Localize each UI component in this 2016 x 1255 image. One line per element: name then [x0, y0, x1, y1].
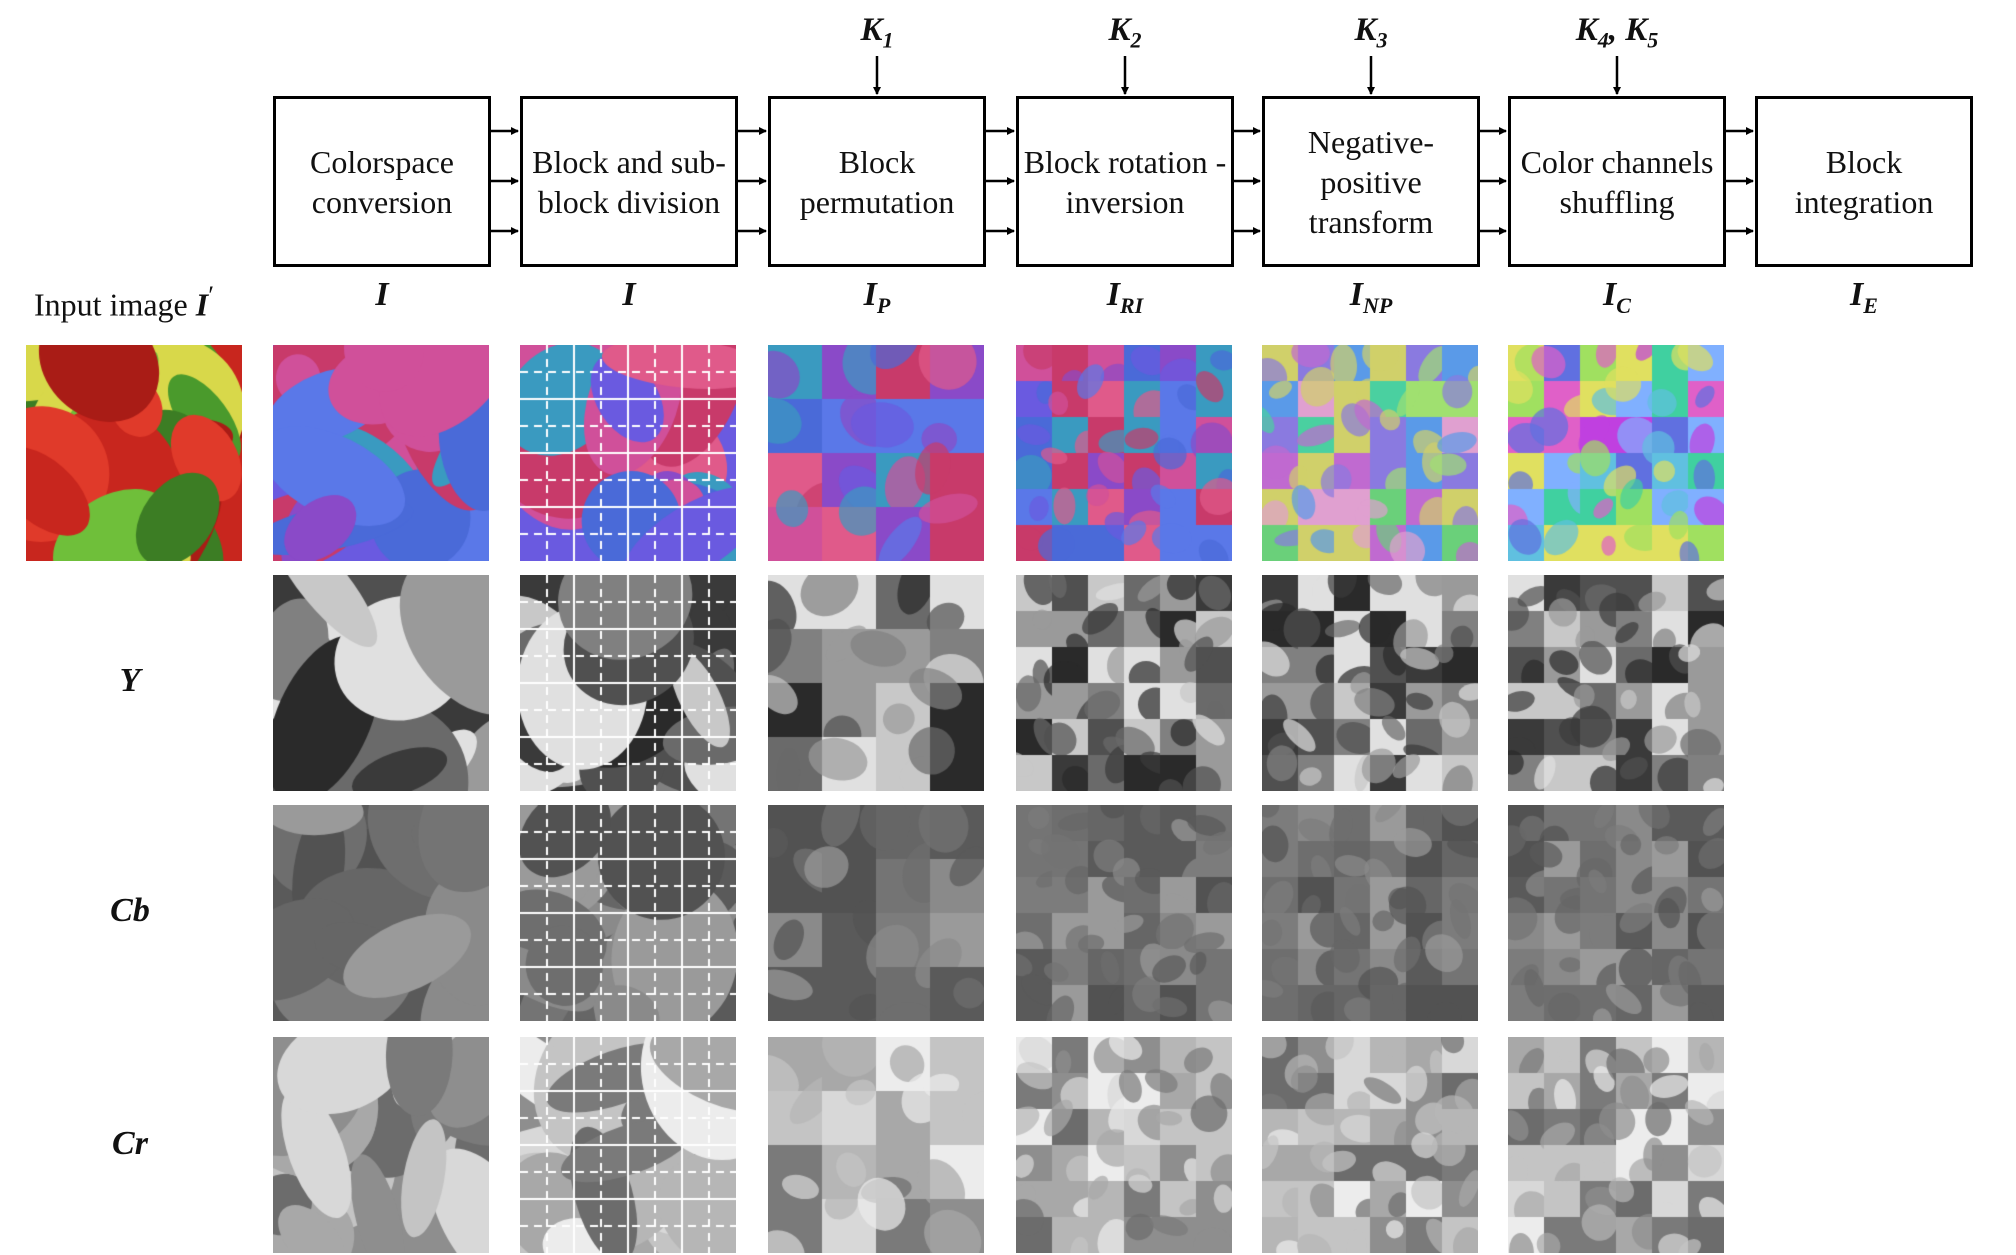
step-label-line: Block	[1795, 142, 1934, 182]
step-box-4: Block rotation - inversion	[1016, 96, 1234, 267]
step-label-line: inversion	[1024, 182, 1227, 222]
thumbnail-canvas	[273, 805, 489, 1021]
thumbnail-Cb-step-5	[1262, 805, 1478, 1021]
encryption-pipeline-diagram: Input image I′ Y Cb Cr Colorspace convers…	[0, 0, 2016, 1255]
thumbnail-color-step-1	[273, 345, 489, 561]
step-label-line: permutation	[800, 182, 955, 222]
step-label: Block permutation	[800, 142, 955, 222]
step-box-3: Block permutation	[768, 96, 986, 267]
step-box-1: Colorspace conversion	[273, 96, 491, 267]
thumbnail-Cr-step-6	[1508, 1037, 1724, 1253]
thumbnail-canvas	[1016, 575, 1232, 791]
key-label-3: K1	[797, 12, 957, 54]
thumbnail-canvas	[1508, 345, 1724, 561]
stage-label-3: IP	[768, 276, 986, 319]
thumbnail-canvas	[520, 1037, 736, 1253]
input-image-symbol: I	[196, 287, 208, 323]
thumbnail-canvas	[273, 575, 489, 791]
input-image-thumbnail	[26, 345, 242, 561]
stage-label-2: I	[520, 276, 738, 314]
stage-label-5: INP	[1262, 276, 1480, 319]
thumbnail-canvas	[26, 345, 242, 561]
thumbnail-canvas	[768, 575, 984, 791]
thumbnail-canvas	[273, 1037, 489, 1253]
thumbnail-canvas	[1262, 345, 1478, 561]
thumbnail-Cr-step-4	[1016, 1037, 1232, 1253]
thumbnail-canvas	[1016, 805, 1232, 1021]
thumbnail-canvas	[520, 345, 736, 561]
input-image-prime: ′	[208, 280, 214, 310]
thumbnail-canvas	[768, 345, 984, 561]
row-label-y: Y	[60, 662, 200, 700]
step-label-line: integration	[1795, 182, 1934, 222]
thumbnail-canvas	[768, 805, 984, 1021]
thumbnail-Cb-step-4	[1016, 805, 1232, 1021]
thumbnail-color-step-5	[1262, 345, 1478, 561]
step-label: Negative-positive transform	[1308, 122, 1434, 242]
thumbnail-canvas	[1262, 805, 1478, 1021]
thumbnail-Y-step-2	[520, 575, 736, 791]
thumbnail-Y-step-1	[273, 575, 489, 791]
thumbnail-canvas	[1508, 575, 1724, 791]
step-box-2: Block and sub-block division	[520, 96, 738, 267]
thumbnail-Cr-step-3	[768, 1037, 984, 1253]
step-box-6: Color channels shuffling	[1508, 96, 1726, 267]
step-label-line: Negative-	[1308, 122, 1434, 162]
thumbnail-Cr-step-1	[273, 1037, 489, 1253]
thumbnail-Cr-step-5	[1262, 1037, 1478, 1253]
stage-label-1: I	[273, 276, 491, 314]
input-image-text: Input image	[34, 287, 188, 323]
thumbnail-Cr-step-2	[520, 1037, 736, 1253]
step-label-line: positive	[1308, 162, 1434, 202]
thumbnail-color-step-6	[1508, 345, 1724, 561]
step-label-line: Block	[800, 142, 955, 182]
input-image-label: Input image I′	[34, 280, 214, 324]
thumbnail-canvas	[520, 805, 736, 1021]
step-label: Block integration	[1795, 142, 1934, 222]
thumbnail-Cb-step-6	[1508, 805, 1724, 1021]
key-label-6: K4, K5	[1537, 12, 1697, 54]
row-label-cb: Cb	[60, 892, 200, 930]
thumbnail-Y-step-5	[1262, 575, 1478, 791]
thumbnail-canvas	[273, 345, 489, 561]
step-label: Colorspace conversion	[310, 142, 454, 222]
thumbnail-Cb-step-2	[520, 805, 736, 1021]
step-label-line: shuffling	[1521, 182, 1714, 222]
key-label-4: K2	[1045, 12, 1205, 54]
thumbnail-canvas	[768, 1037, 984, 1253]
thumbnail-canvas	[1016, 345, 1232, 561]
step-label-line: block division	[532, 182, 726, 222]
stage-label-7: IE	[1755, 276, 1973, 319]
step-label-line: conversion	[310, 182, 454, 222]
thumbnail-Y-step-4	[1016, 575, 1232, 791]
thumbnail-Y-step-3	[768, 575, 984, 791]
step-label: Color channels shuffling	[1521, 142, 1714, 222]
thumbnail-canvas	[1016, 1037, 1232, 1253]
thumbnail-Y-step-6	[1508, 575, 1724, 791]
step-label-line: transform	[1308, 202, 1434, 242]
stage-label-6: IC	[1508, 276, 1726, 319]
thumbnail-color-step-3	[768, 345, 984, 561]
step-box-7: Block integration	[1755, 96, 1973, 267]
thumbnail-color-step-2	[520, 345, 736, 561]
thumbnail-Cb-step-3	[768, 805, 984, 1021]
thumbnail-Cb-step-1	[273, 805, 489, 1021]
step-label: Block rotation - inversion	[1024, 142, 1227, 222]
row-label-cr: Cr	[60, 1125, 200, 1163]
step-label-line: Colorspace	[310, 142, 454, 182]
stage-label-4: IRI	[1016, 276, 1234, 319]
thumbnail-canvas	[1262, 1037, 1478, 1253]
thumbnail-color-step-4	[1016, 345, 1232, 561]
thumbnail-canvas	[1262, 575, 1478, 791]
step-box-5: Negative-positive transform	[1262, 96, 1480, 267]
thumbnail-canvas	[520, 575, 736, 791]
thumbnail-canvas	[1508, 805, 1724, 1021]
thumbnail-canvas	[1508, 1037, 1724, 1253]
step-label: Block and sub-block division	[532, 142, 726, 222]
key-label-5: K3	[1291, 12, 1451, 54]
step-label-line: Color channels	[1521, 142, 1714, 182]
step-label-line: Block and sub-	[532, 142, 726, 182]
step-label-line: Block rotation -	[1024, 142, 1227, 182]
